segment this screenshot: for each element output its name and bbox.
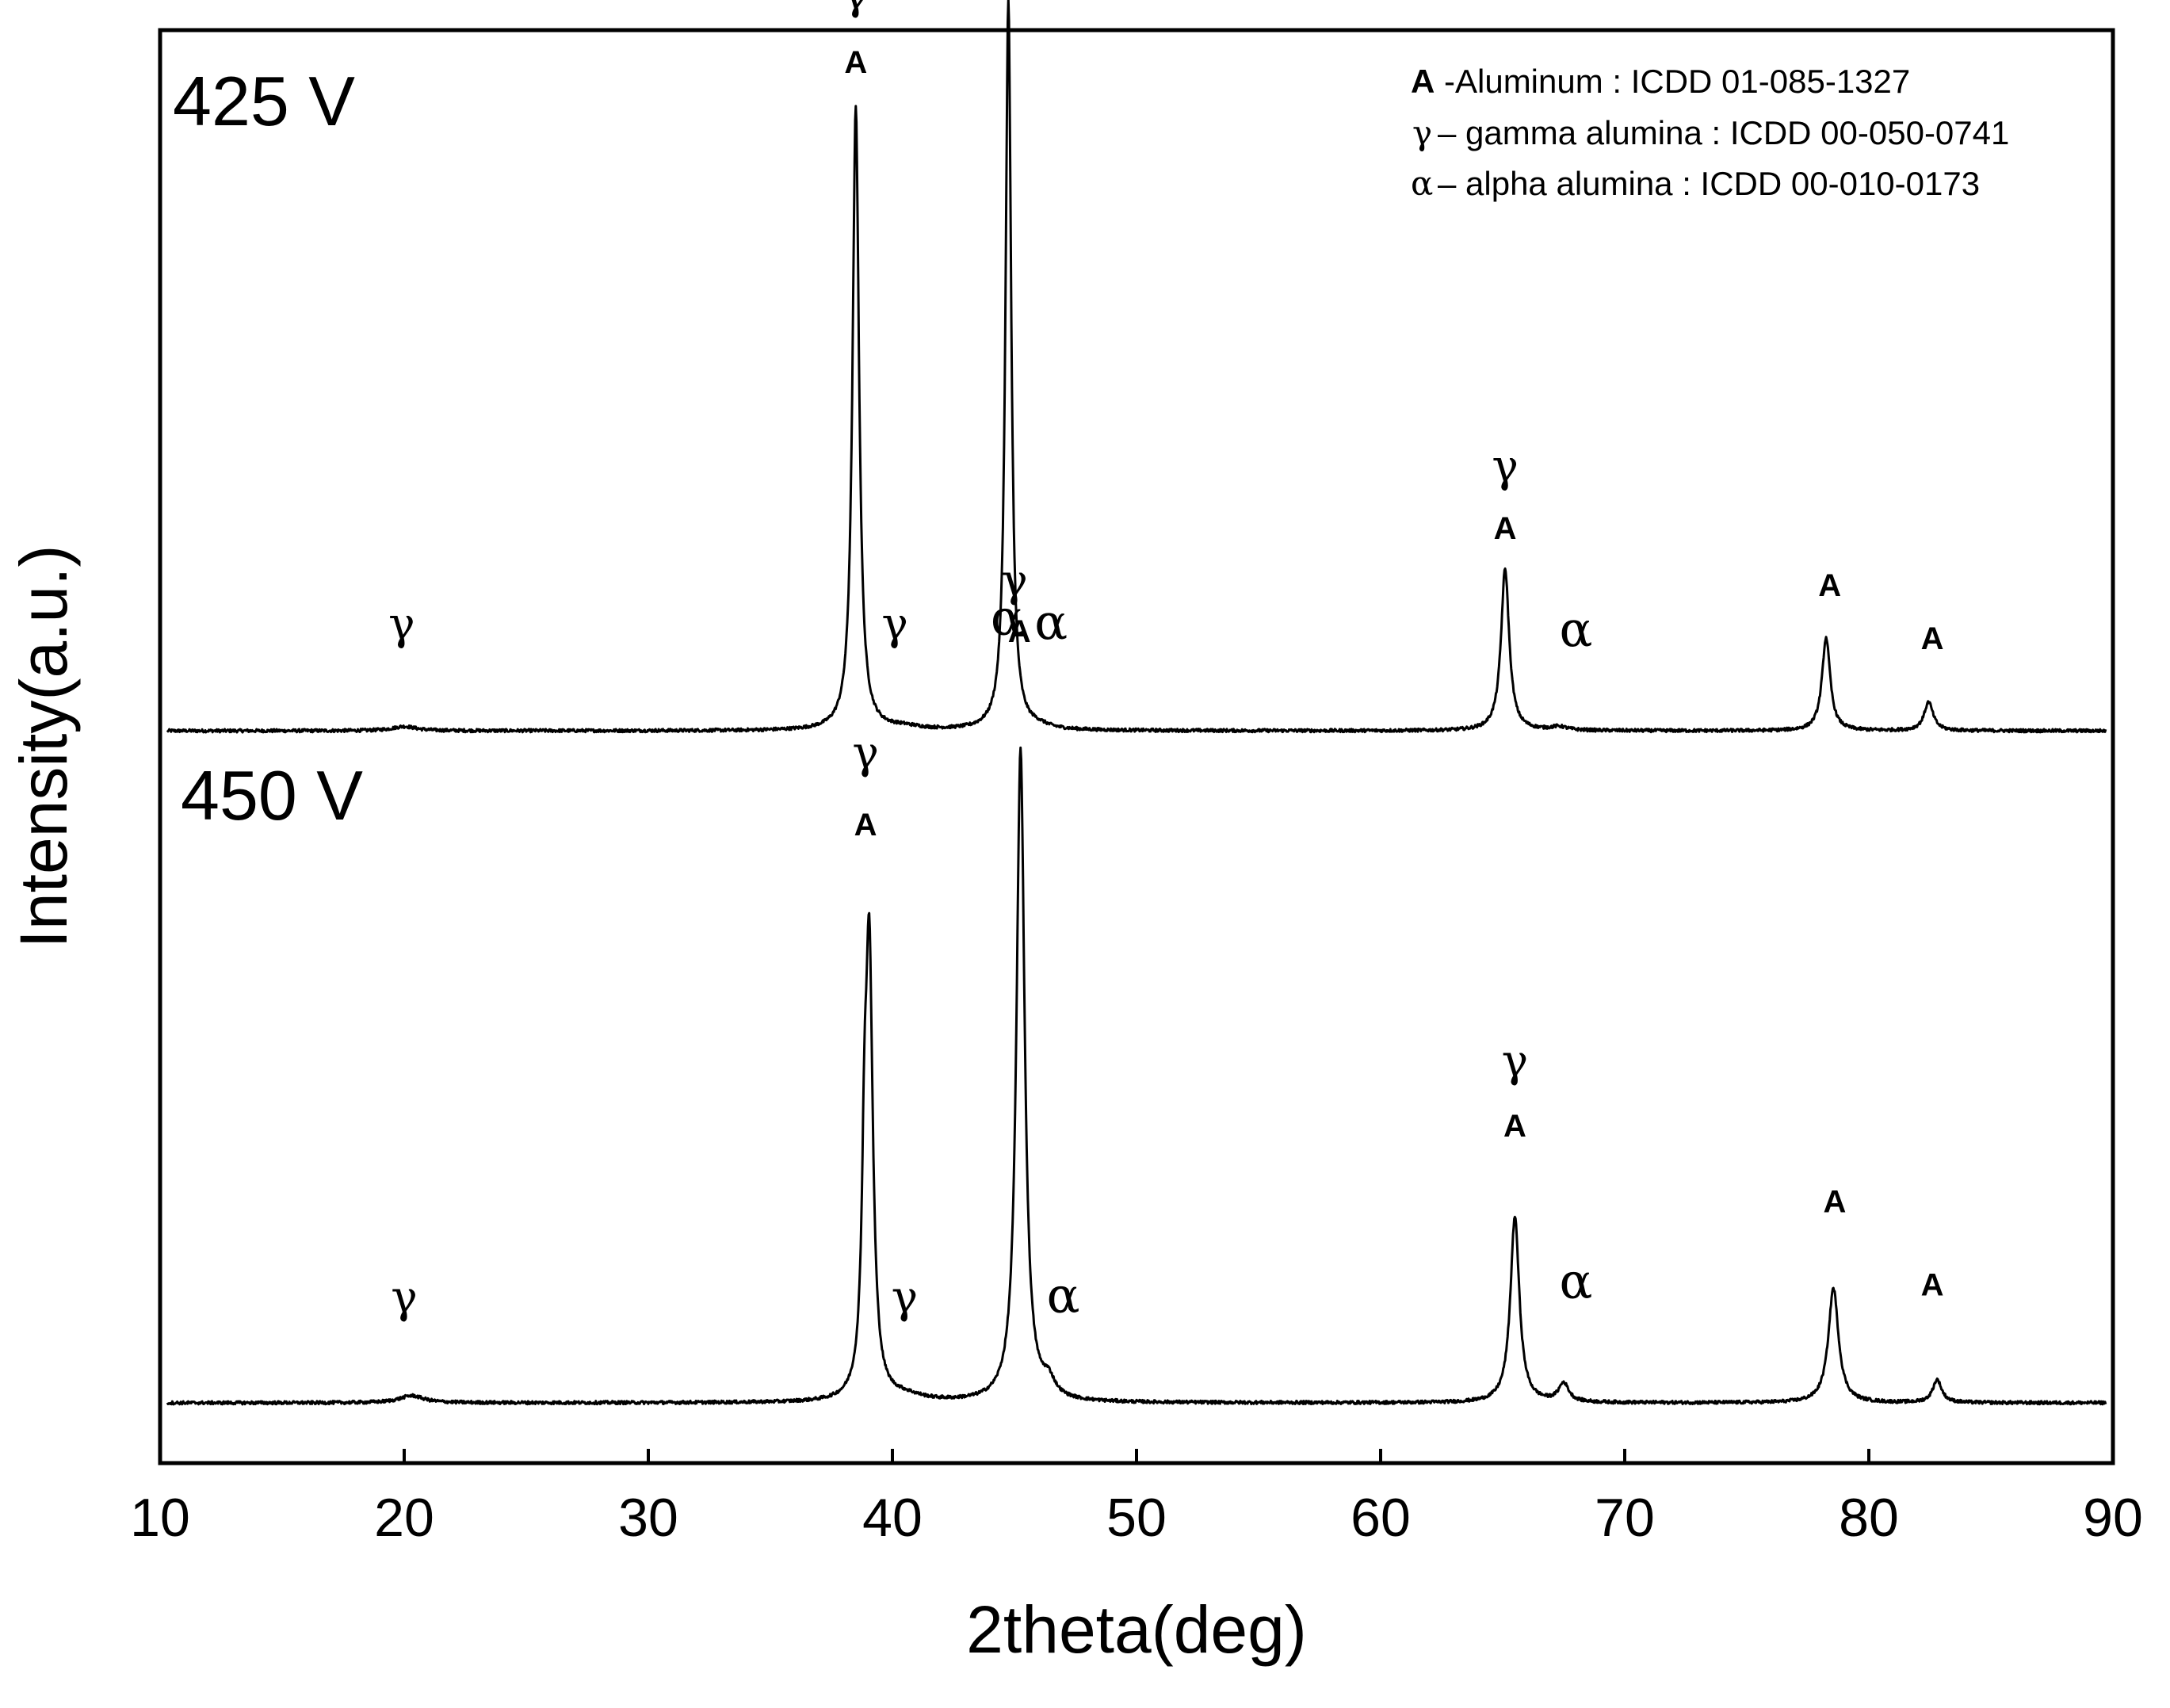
peak-label-alpha: α [1559, 600, 1592, 658]
peak-label-gamma: γ [852, 728, 878, 779]
peak-label-alpha: α [991, 589, 1024, 647]
peak-label-alpha: α [1559, 1252, 1592, 1310]
y-axis-title: Intensity(a.u.) [6, 545, 81, 949]
x-tick-label: 70 [1595, 1488, 1655, 1548]
peak-label-gamma: γ [388, 598, 415, 650]
peak-label-aluminum: A [1921, 1268, 1944, 1303]
x-tick-label: 40 [862, 1488, 923, 1548]
legend-symbol-gamma: γ [1412, 113, 1432, 152]
peak-label-gamma: γ [892, 1272, 918, 1324]
peak-label-gamma: γ [881, 598, 907, 650]
peak-label-aluminum: A [1823, 1185, 1846, 1220]
x-tick-label: 60 [1351, 1488, 1411, 1548]
panel-label-450v: 450 V [181, 756, 363, 835]
plot-area: γγααγAγAγAαAAγγααγAγAγAαAA [166, 0, 2107, 1406]
peak-label-gamma: γ [1492, 441, 1518, 493]
legend-symbol-alpha: α [1411, 164, 1433, 203]
x-tick-label: 50 [1106, 1488, 1167, 1548]
x-tick-label: 80 [1839, 1488, 1899, 1548]
legend: A -Aluminum : ICDD 01-085-1327 γ – gamma… [1411, 63, 2009, 203]
peak-label-alpha: α [1034, 593, 1068, 651]
x-axis: 10 20 30 40 50 60 70 80 90 [130, 1449, 2143, 1548]
peak-label-aluminum: A [844, 45, 867, 80]
peak-label-gamma: γ [1502, 1036, 1528, 1087]
peak-label-aluminum: A [1503, 1109, 1526, 1144]
peak-label-aluminum: A [1008, 614, 1031, 649]
peak-label-aluminum: A [854, 808, 877, 843]
x-tick-label: 10 [130, 1488, 190, 1548]
peak-label-aluminum: A [1494, 511, 1517, 546]
x-tick-label: 20 [374, 1488, 434, 1548]
peak-label-aluminum: A [1921, 621, 1944, 656]
legend-entry-gamma: – gamma alumina : ICDD 00-050-0741 [1438, 114, 2009, 151]
legend-symbol-aluminum: A [1411, 63, 1435, 100]
peak-label-alpha: α [1047, 1267, 1080, 1324]
plot-frame [158, 28, 2115, 1465]
peak-label-aluminum: A [1818, 568, 1841, 603]
peak-label-gamma: γ [1001, 556, 1027, 607]
legend-entry-aluminum: -Aluminum : ICDD 01-085-1327 [1444, 63, 1910, 100]
legend-entry-alpha: – alpha alumina : ICDD 00-010-0173 [1438, 165, 1980, 202]
x-tick-label: 30 [618, 1488, 678, 1548]
x-tick-label: 90 [2083, 1488, 2143, 1548]
x-axis-title: 2theta(deg) [966, 1592, 1307, 1667]
series-line-450v [166, 746, 2107, 1406]
peak-label-gamma: γ [842, 0, 869, 20]
panel-label-425v: 425 V [173, 62, 355, 140]
peak-label-gamma: γ [391, 1272, 417, 1324]
series-line-425v [166, 0, 2107, 734]
